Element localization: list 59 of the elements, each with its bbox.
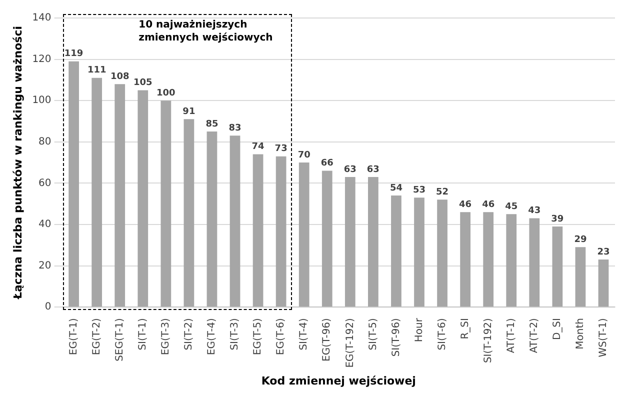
data-label: 66: [320, 158, 334, 169]
data-label: 54: [390, 183, 402, 194]
x-tick-label: EG(T-1): [68, 318, 80, 356]
y-tick-label: 0: [44, 302, 52, 313]
x-tick-label: SI(T-96): [390, 318, 402, 357]
y-axis-title: Łączna liczba punktów w rankingu ważności: [11, 26, 24, 300]
data-label: 52: [436, 188, 449, 198]
x-tick-label: SI(T-4): [298, 318, 310, 350]
data-label: 119: [64, 49, 84, 60]
data-label: 43: [528, 206, 541, 216]
x-tick-label: EG(T-6): [276, 318, 287, 356]
x-tick-label: SI(T-2): [184, 318, 195, 350]
data-label: 105: [133, 78, 152, 88]
data-label: 63: [344, 164, 356, 175]
x-tick-label: Month: [575, 318, 586, 350]
data-label: 29: [574, 235, 587, 246]
x-tick-label: SEG(T-1): [114, 318, 126, 362]
x-tick-label: D_SI: [552, 318, 564, 340]
data-label: 73: [274, 144, 288, 154]
x-tick-label: EG(T-5): [252, 318, 264, 356]
x-tick-label: SI(T-6): [436, 318, 448, 350]
data-label: 111: [87, 66, 106, 76]
x-tick-label: AT(T-2): [528, 318, 540, 354]
y-tick-label: 120: [32, 54, 52, 65]
data-label: 63: [366, 164, 380, 175]
y-tick-label: 40: [38, 219, 52, 230]
x-tick-label: EG(T-2): [91, 318, 102, 356]
data-label: 53: [412, 185, 426, 196]
data-label: 45: [505, 202, 518, 212]
data-label: 46: [459, 200, 472, 210]
y-tick-label: 60: [38, 178, 52, 189]
data-label: 46: [482, 200, 495, 210]
data-label: 23: [597, 247, 610, 258]
data-label: 100: [156, 88, 176, 98]
y-tick-label: 140: [32, 12, 52, 24]
y-tick-label: 20: [38, 260, 52, 272]
data-label: 39: [551, 214, 564, 224]
x-tick-label: EG(T-192): [344, 318, 356, 368]
data-label: 108: [110, 72, 130, 82]
x-tick-label: Hour: [414, 317, 425, 342]
y-tick-label: 100: [32, 95, 52, 106]
data-label: 85: [206, 119, 218, 130]
x-tick-label: R_SI: [460, 318, 471, 340]
x-tick-label: EG(T-3): [160, 318, 172, 356]
y-tick-label: 80: [38, 136, 52, 148]
x-tick-label: SI(T-5): [368, 318, 379, 350]
x-tick-label: EG(T-96): [322, 318, 333, 362]
x-axis-title: Kod zmiennej wejściowej: [261, 374, 416, 388]
x-tick-label: AT(T-1): [506, 318, 517, 354]
x-tick-label: SI(T-192): [482, 318, 494, 364]
x-tick-label: SI(T-1): [137, 318, 148, 350]
data-label: 74: [252, 142, 264, 152]
data-label: 91: [182, 107, 196, 118]
annotation: 10 najważniejszych zmiennych wejściowych: [138, 20, 273, 44]
x-tick-label: SI(T-3): [230, 318, 241, 350]
x-tick-label: EG(T-4): [206, 318, 218, 356]
data-label: 70: [298, 150, 310, 160]
x-tick-label: WS(T-1): [598, 318, 610, 358]
data-label: 83: [228, 124, 242, 134]
